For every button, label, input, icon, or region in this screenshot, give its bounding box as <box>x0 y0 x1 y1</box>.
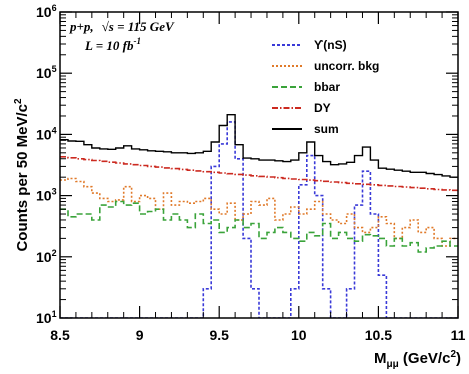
series-bbar-curve <box>60 200 458 253</box>
x-axis-label-sub: μμ <box>387 359 399 370</box>
y-tick-label: 103 <box>36 187 57 204</box>
series-clip-group <box>60 114 458 318</box>
y-axis-label-sup: 2 <box>13 98 24 104</box>
x-tick-label: 10.5 <box>365 327 392 343</box>
x-tick-label: 9.5 <box>209 327 229 343</box>
y-tick-label: 104 <box>36 125 57 142</box>
x-tick-label: 8.5 <box>50 327 70 343</box>
x-tick-label: 9 <box>136 327 144 343</box>
y-axis-label-main: Counts per 50 MeV/c <box>14 104 31 252</box>
legend-uncorr-bkg-label: uncorr. bkg <box>314 59 379 73</box>
y-tick-label: 106 <box>36 3 57 20</box>
x-axis-label-units-end: ) <box>456 350 461 367</box>
series-sum-curve <box>60 114 458 178</box>
x-axis-label: Mμμ (GeV/c2) <box>374 349 461 370</box>
series-curves <box>60 114 458 318</box>
series-uncorr-bkg-curve <box>60 177 458 247</box>
annotation-energy: √s = 115 GeV <box>102 19 175 34</box>
series-ns-curve <box>60 121 458 318</box>
series-dy-curve <box>60 156 458 192</box>
axis-tick-labels: 8.5 9 9.5 10 10.5 11 101 102 103 104 105 106 <box>36 3 466 343</box>
legend-dy-label: DY <box>314 101 331 115</box>
annotation-line-1: p+p, √s = 115 GeV <box>69 19 175 34</box>
legend-sum-label: sum <box>314 122 339 136</box>
plot-frame <box>59 11 459 319</box>
y-tick-label: 102 <box>36 248 57 265</box>
x-tick-label: 10 <box>291 327 307 343</box>
annotation-process: p+p, <box>69 19 94 34</box>
x-axis-label-units-sup: 2 <box>450 349 456 360</box>
annotation-luminosity-sup: -1 <box>133 36 141 46</box>
legend-bbar-label: bbar <box>314 80 340 94</box>
legend-ns-label: ϒ(nS) <box>314 38 347 52</box>
x-axis-label-units: (GeV/c <box>399 350 451 367</box>
y-tick-label: 101 <box>36 309 57 326</box>
annotation-line-2: L = 10 fb-1 <box>84 36 141 53</box>
legend: ϒ(nS) uncorr. bkg bbar DY sum <box>272 38 379 136</box>
x-tick-label: 11 <box>451 327 466 343</box>
y-tick-label: 105 <box>36 64 57 81</box>
x-axis-label-main: M <box>374 350 387 367</box>
axis-ticks <box>59 11 459 319</box>
y-axis-label: Counts per 50 MeV/c2 <box>13 98 31 252</box>
annotation-luminosity: L = 10 fb <box>84 38 134 53</box>
